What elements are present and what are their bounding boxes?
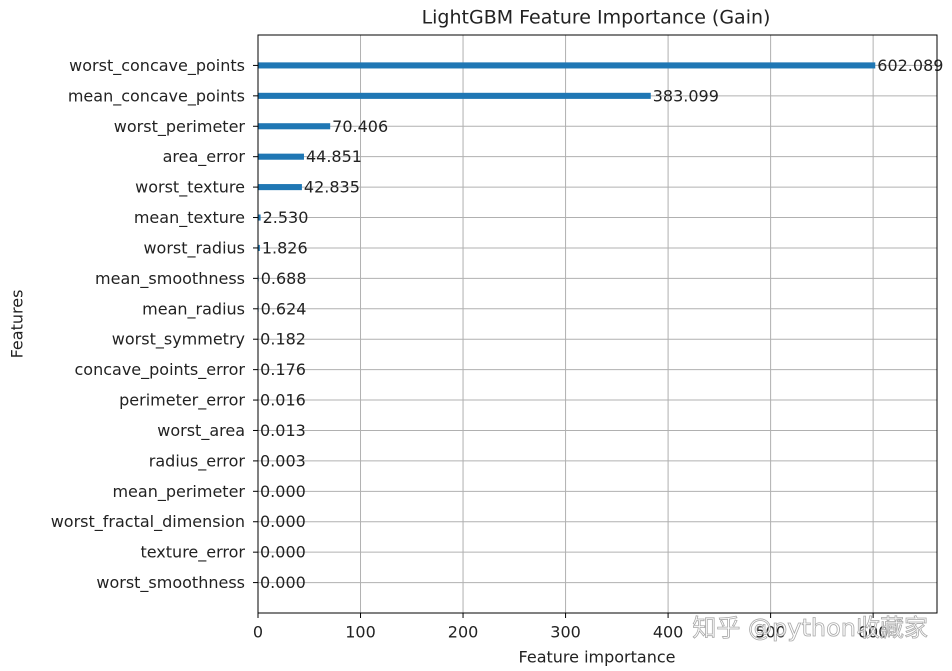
value-label: 0.688 xyxy=(261,269,307,288)
y-tick-label: area_error xyxy=(163,147,246,167)
y-tick-label: mean_radius xyxy=(142,299,245,319)
x-tick-label: 0 xyxy=(253,623,263,642)
value-label: 44.851 xyxy=(306,147,362,166)
value-label: 0.000 xyxy=(260,512,306,531)
value-label: 0.003 xyxy=(260,451,306,470)
bar xyxy=(258,244,260,251)
value-label: 42.835 xyxy=(304,178,360,197)
bar xyxy=(258,214,261,221)
y-tick-label: worst_concave_points xyxy=(69,56,245,76)
bar xyxy=(258,153,304,160)
y-tick-label: worst_smoothness xyxy=(96,573,245,593)
value-label: 2.530 xyxy=(263,208,309,227)
x-tick-label: 400 xyxy=(653,623,684,642)
y-tick-label: texture_error xyxy=(140,543,245,563)
value-label: 0.624 xyxy=(261,299,307,318)
value-label: 0.016 xyxy=(260,391,306,410)
y-tick-label: worst_radius xyxy=(143,238,245,258)
y-tick-label: worst_texture xyxy=(135,178,245,198)
bar xyxy=(258,62,876,69)
y-tick-label: worst_symmetry xyxy=(112,330,245,350)
value-label: 0.000 xyxy=(260,573,306,592)
value-label: 0.182 xyxy=(260,330,306,349)
value-label: 0.176 xyxy=(260,360,306,379)
watermark: 知乎 @python收藏家 xyxy=(692,614,928,642)
y-axis-label: Features xyxy=(8,290,27,359)
value-label: 70.406 xyxy=(332,117,388,136)
x-tick-label: 600 xyxy=(858,623,889,642)
y-tick-label: mean_perimeter xyxy=(112,482,245,502)
x-tick-label: 100 xyxy=(345,623,376,642)
bar xyxy=(258,123,331,130)
plot-frame xyxy=(257,34,938,614)
y-tick-label: worst_perimeter xyxy=(114,117,246,137)
y-tick-label: mean_texture xyxy=(134,208,245,228)
y-tick-label: mean_concave_points xyxy=(68,86,245,106)
x-tick-label: 200 xyxy=(448,623,479,642)
y-tick-label: perimeter_error xyxy=(119,391,245,411)
bar xyxy=(258,92,651,99)
y-tick-label: worst_area xyxy=(157,421,245,441)
chart-title: LightGBM Feature Importance (Gain) xyxy=(422,7,771,29)
bar xyxy=(258,184,302,191)
x-tick-label: 300 xyxy=(550,623,581,642)
value-label: 383.099 xyxy=(653,86,719,105)
value-label: 602.089 xyxy=(877,56,943,75)
value-label: 0.013 xyxy=(260,421,306,440)
x-tick-label: 500 xyxy=(755,623,786,642)
x-axis-label: Feature importance xyxy=(519,648,676,667)
y-tick-label: concave_points_error xyxy=(74,360,245,380)
y-tick-label: worst_fractal_dimension xyxy=(51,512,245,532)
value-label: 1.826 xyxy=(262,238,308,257)
y-tick-label: mean_smoothness xyxy=(95,269,245,289)
value-label: 0.000 xyxy=(260,482,306,501)
value-label: 0.000 xyxy=(260,543,306,562)
y-tick-label: radius_error xyxy=(149,451,246,471)
